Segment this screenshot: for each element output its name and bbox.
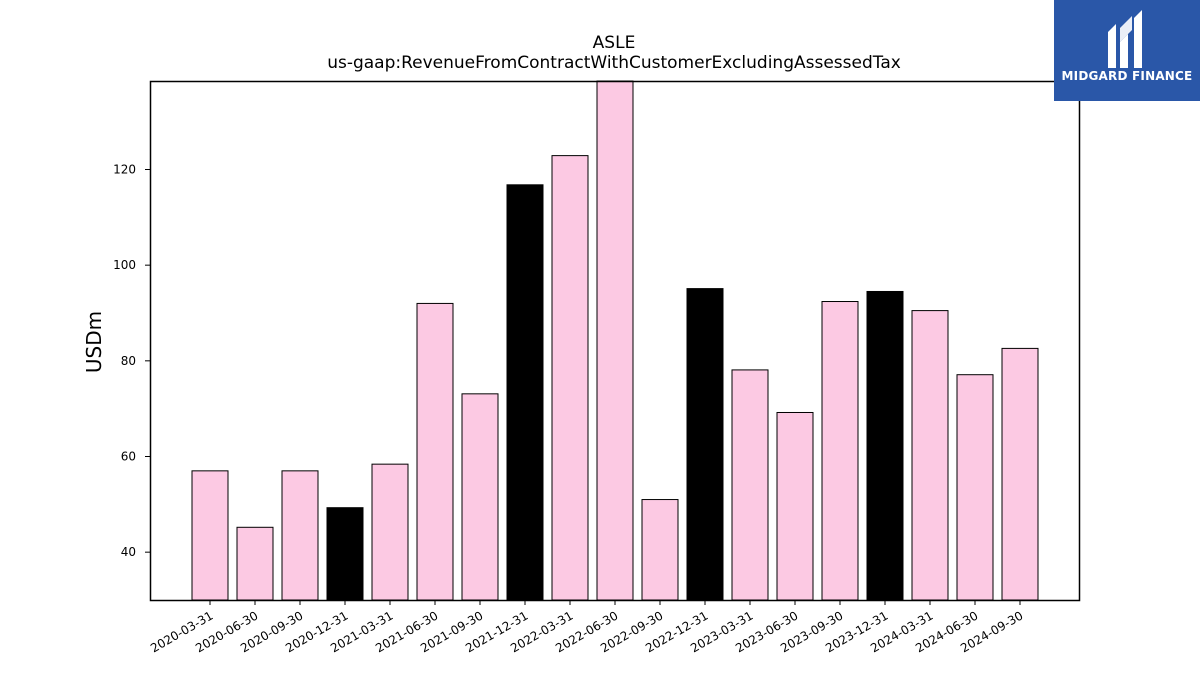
- bar-2023-06-30: [776, 411, 814, 601]
- bar-2024-09-30: [1001, 347, 1039, 601]
- bar-2020-03-31: [191, 470, 229, 601]
- y-tick-label: 60: [121, 449, 136, 463]
- bar-2021-06-30: [416, 302, 454, 601]
- bar-2021-09-30: [461, 393, 499, 601]
- y-tick-label: 80: [121, 354, 136, 368]
- bar-2024-03-31: [911, 310, 949, 601]
- y-tick-label: 40: [121, 545, 136, 559]
- bars-group: [191, 80, 1039, 601]
- brand-name: MIDGARD FINANCE: [1061, 69, 1193, 83]
- chart-subtitle: us-gaap:RevenueFromContractWithCustomerE…: [327, 53, 901, 73]
- plot-frame: [149, 80, 1081, 602]
- bar-2022-03-31: [551, 155, 589, 601]
- bar-2022-12-31: [686, 288, 724, 601]
- bar-2022-09-30: [641, 499, 679, 601]
- bar-2020-12-31: [326, 507, 364, 601]
- y-axis-ticks: 40 60 80 100 120: [113, 162, 150, 559]
- midgard-logo-icon: [1108, 10, 1142, 68]
- bar-2020-09-30: [281, 470, 319, 601]
- bar-2023-09-30: [821, 301, 859, 601]
- x-axis-ticks: 2020-03-312020-06-302020-09-302020-12-31…: [148, 600, 1026, 655]
- bar-2021-12-31: [506, 184, 544, 601]
- brand-logo: MIDGARD FINANCE: [1054, 0, 1200, 101]
- y-tick-label: 120: [113, 162, 136, 176]
- bar-2020-06-30: [236, 526, 274, 601]
- bar-2023-12-31: [866, 290, 904, 601]
- bar-2022-06-30: [596, 80, 634, 601]
- y-axis-label: USDm: [82, 311, 106, 373]
- y-tick-label: 100: [113, 258, 136, 272]
- bar-2021-03-31: [371, 463, 409, 601]
- bar-2024-06-30: [956, 374, 994, 601]
- bar-2023-03-31: [731, 369, 769, 601]
- chart-title: ASLE: [593, 33, 636, 53]
